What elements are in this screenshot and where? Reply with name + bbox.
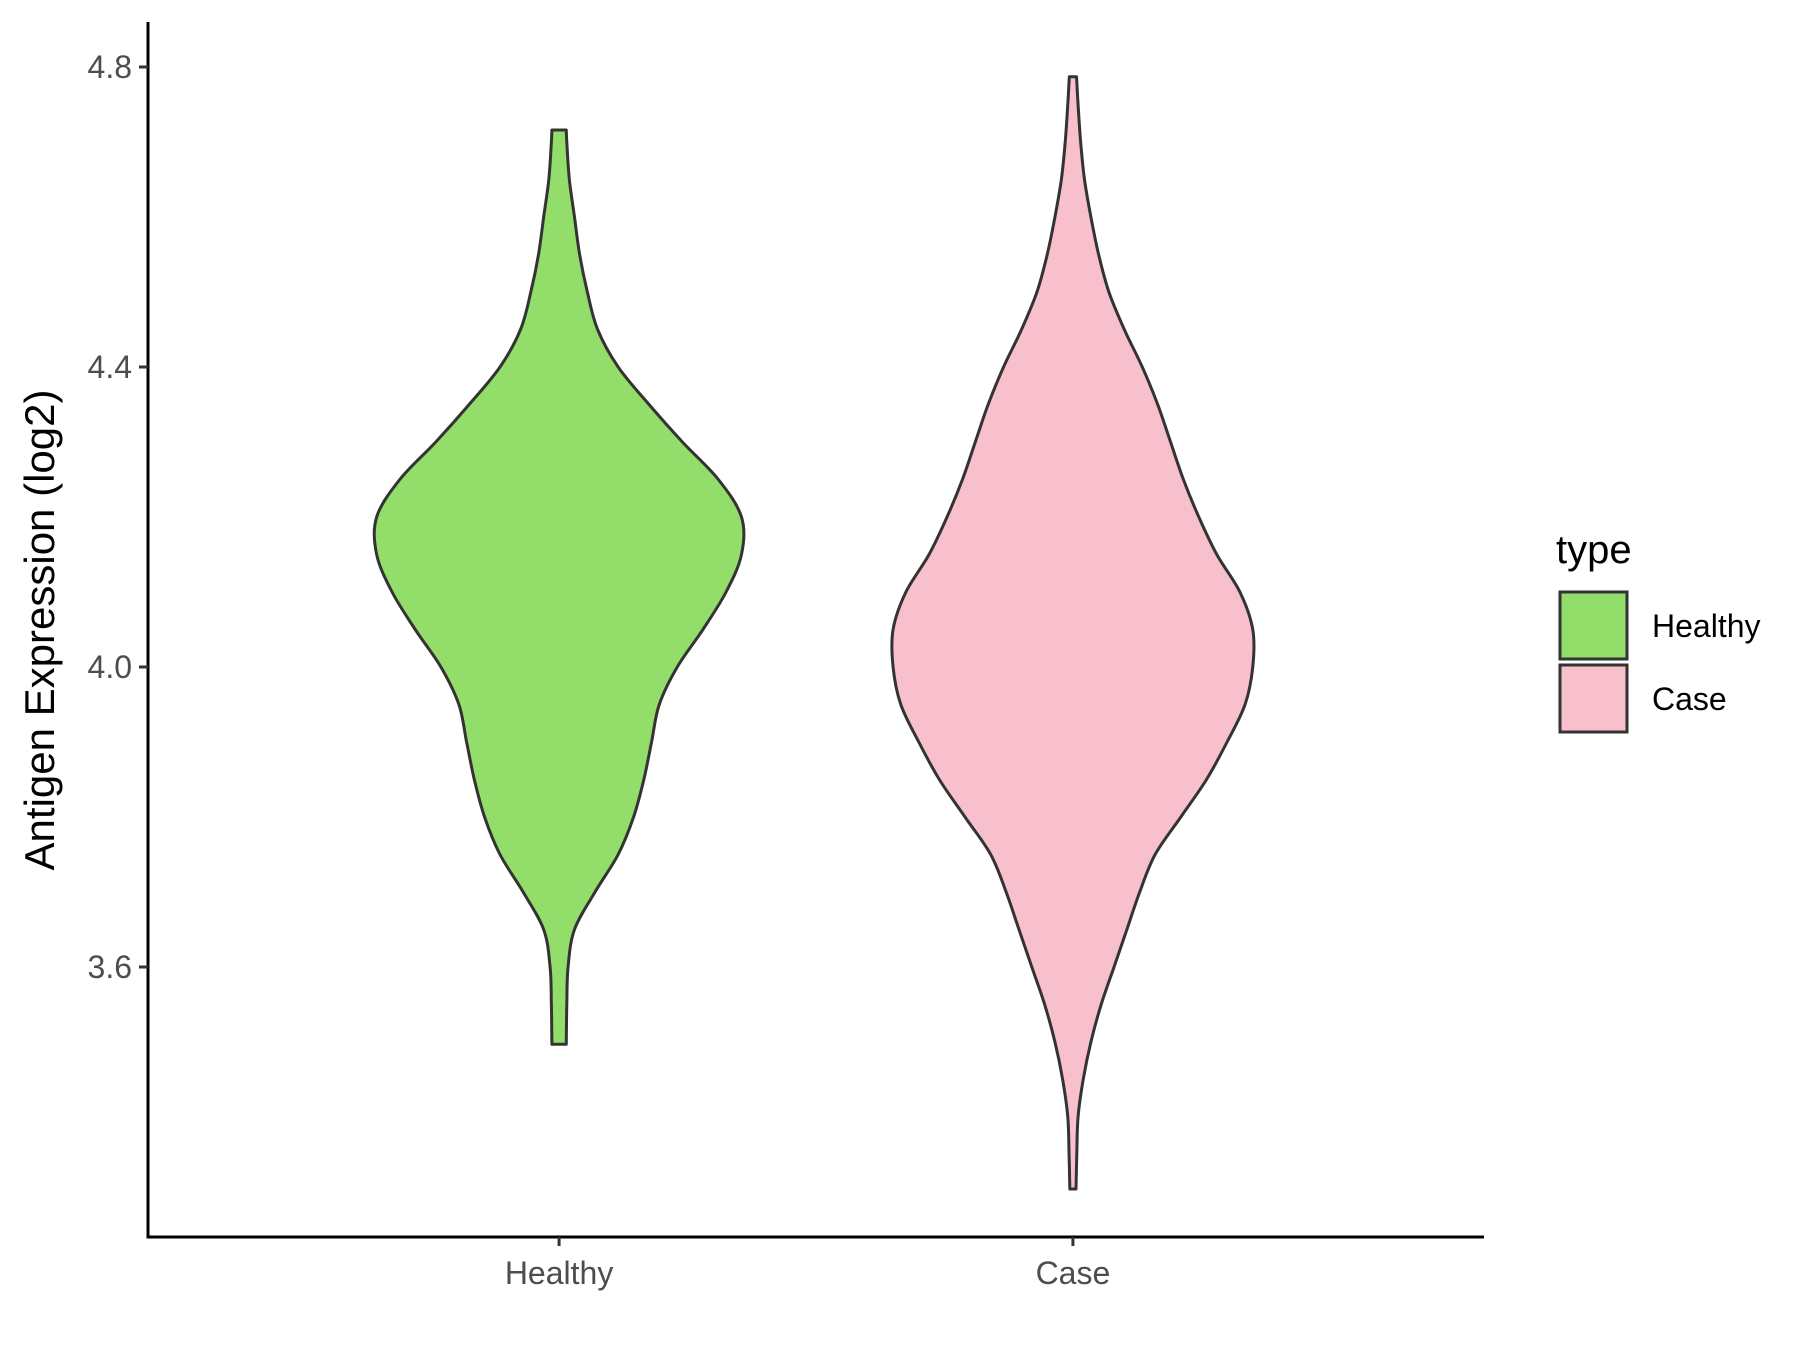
y-tick-label: 3.6 [88,949,132,985]
legend-title: type [1556,528,1632,572]
violins-layer [372,75,1256,1191]
legend-swatch-case [1558,663,1629,734]
violin-case [890,75,1256,1191]
y-tick-label: 4.4 [88,349,132,385]
y-tick-label: 4.8 [88,49,132,85]
legend-swatch-healthy [1558,590,1629,661]
y-ticks: 3.6 4.0 4.4 4.8 [88,49,148,985]
legend: type Healthy Case [1556,528,1761,734]
legend-label-case: Case [1652,681,1727,717]
x-tick-label: Healthy [505,1255,614,1291]
legend-items: Healthy Case [1558,590,1761,734]
y-tick-label: 4.0 [88,649,132,685]
x-tick-label: Case [1036,1255,1111,1291]
legend-label-healthy: Healthy [1652,608,1761,644]
violin-healthy [372,128,746,1046]
y-axis-title: Antigen Expression (log2) [16,390,63,871]
axes [146,22,1484,1239]
x-ticks: Healthy Case [505,1237,1110,1291]
